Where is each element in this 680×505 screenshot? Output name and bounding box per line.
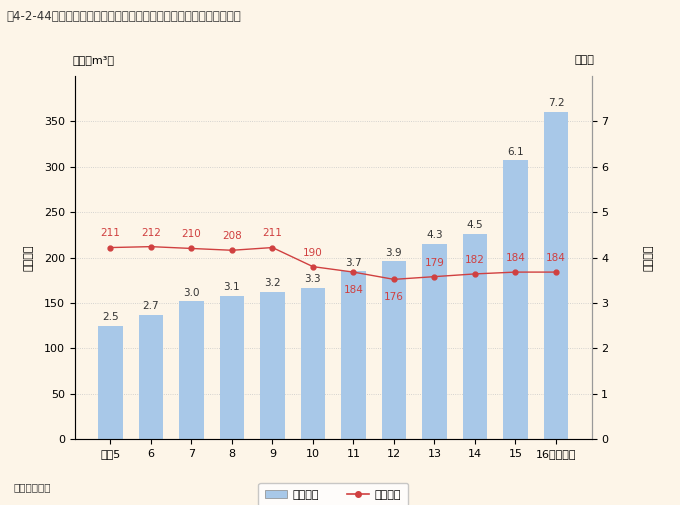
Text: 208: 208 [222,231,242,241]
Text: 179: 179 [424,258,445,268]
Text: 211: 211 [262,228,282,238]
Text: 3.1: 3.1 [224,282,240,292]
Bar [180,301,203,439]
Text: 184: 184 [343,285,363,295]
Text: 184: 184 [505,253,526,263]
Text: （百万m³）: （百万m³） [72,55,114,65]
Bar [260,292,285,439]
Text: 4.3: 4.3 [426,230,443,240]
Text: 190: 190 [303,247,323,258]
Bar [463,234,487,439]
Text: 6.1: 6.1 [507,146,524,157]
Text: 4.5: 4.5 [466,220,483,230]
Bar [180,301,203,439]
Bar [220,296,244,439]
Bar [544,112,568,439]
Bar [422,244,447,439]
Text: 残余容量: 残余容量 [23,244,33,271]
Bar [503,160,528,439]
Bar [422,244,447,439]
Text: 184: 184 [546,253,566,263]
Text: 211: 211 [101,228,120,238]
Bar [139,315,163,439]
Bar [301,287,325,439]
Bar [544,112,568,439]
Bar [463,234,487,439]
Bar [381,261,406,439]
Text: 3.3: 3.3 [305,274,321,284]
Text: 182: 182 [465,255,485,265]
Bar [220,296,244,439]
Text: 2.5: 2.5 [102,312,119,322]
Text: 資料：環境省: 資料：環境省 [14,482,51,492]
Bar [99,326,122,439]
Text: 210: 210 [182,229,201,239]
Text: 3.2: 3.2 [264,278,281,288]
Text: 3.9: 3.9 [386,247,403,258]
Text: 7.2: 7.2 [547,98,564,109]
Bar [341,271,366,439]
Text: 残余年数: 残余年数 [643,244,653,271]
Bar [99,326,122,439]
Text: 围4-2-44　最終処分場の残余容量及び残余年数の推移（産業廃棄物）: 围4-2-44 最終処分場の残余容量及び残余年数の推移（産業廃棄物） [7,10,241,23]
Text: （年）: （年） [575,55,594,65]
Legend: 残余年数, 残余容量: 残余年数, 残余容量 [258,483,408,505]
Bar [503,160,528,439]
Text: 212: 212 [141,228,161,237]
Bar [301,287,325,439]
Text: 3.0: 3.0 [183,287,200,297]
Bar [139,315,163,439]
Text: 176: 176 [384,292,404,302]
Bar [381,261,406,439]
Text: 2.7: 2.7 [143,301,159,311]
Bar [260,292,285,439]
Text: 3.7: 3.7 [345,258,362,268]
Bar [341,271,366,439]
